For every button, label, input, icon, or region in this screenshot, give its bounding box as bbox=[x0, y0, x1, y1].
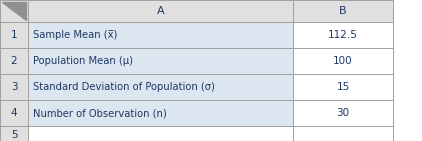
Text: 100: 100 bbox=[333, 56, 353, 66]
Bar bbox=[0, 126, 28, 141]
Text: 2: 2 bbox=[11, 56, 17, 66]
Bar bbox=[28, 0, 293, 22]
Text: 1: 1 bbox=[11, 30, 17, 40]
Text: Standard Deviation of Population (σ): Standard Deviation of Population (σ) bbox=[33, 82, 215, 92]
Text: 112.5: 112.5 bbox=[328, 30, 358, 40]
Bar bbox=[0, 48, 28, 74]
Bar bbox=[293, 48, 393, 74]
Bar bbox=[293, 74, 393, 100]
Text: A: A bbox=[157, 6, 164, 16]
Bar bbox=[0, 74, 28, 100]
Bar bbox=[28, 100, 293, 126]
Bar bbox=[28, 126, 293, 141]
Bar bbox=[0, 0, 28, 22]
Text: B: B bbox=[339, 6, 347, 16]
Text: 3: 3 bbox=[11, 82, 17, 92]
Text: Sample Mean (x̅): Sample Mean (x̅) bbox=[33, 30, 117, 40]
Bar bbox=[293, 0, 393, 22]
Bar bbox=[0, 100, 28, 126]
Bar bbox=[28, 48, 293, 74]
Text: 15: 15 bbox=[336, 82, 349, 92]
Polygon shape bbox=[2, 2, 26, 20]
Bar bbox=[293, 22, 393, 48]
Text: Number of Observation (n): Number of Observation (n) bbox=[33, 108, 167, 118]
Bar bbox=[28, 74, 293, 100]
Text: 4: 4 bbox=[11, 108, 17, 118]
Text: 5: 5 bbox=[11, 130, 17, 140]
Text: Population Mean (μ): Population Mean (μ) bbox=[33, 56, 133, 66]
Bar bbox=[0, 22, 28, 48]
Bar bbox=[28, 22, 293, 48]
Text: 30: 30 bbox=[336, 108, 349, 118]
Bar bbox=[293, 100, 393, 126]
Bar bbox=[293, 126, 393, 141]
